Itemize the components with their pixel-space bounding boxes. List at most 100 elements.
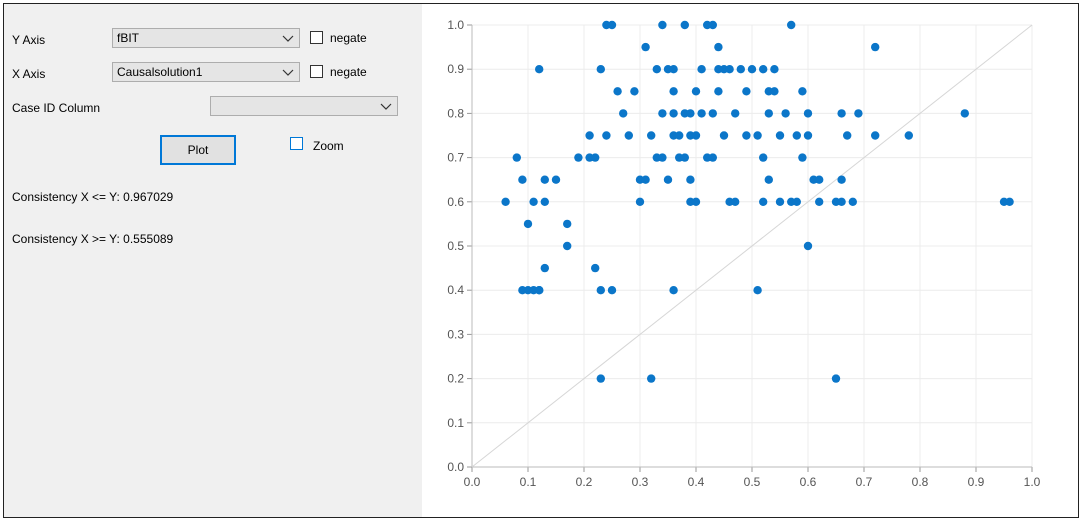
data-point [669, 87, 678, 96]
data-point [775, 131, 785, 140]
data-point [803, 131, 813, 140]
data-point [630, 87, 639, 96]
data-point [770, 65, 779, 74]
data-point [535, 65, 544, 74]
data-point [714, 87, 723, 96]
data-point [512, 153, 521, 162]
data-point [647, 374, 656, 383]
data-point [854, 109, 863, 118]
y-tick-label: 0.3 [447, 327, 464, 341]
data-point [815, 197, 824, 206]
data-point [658, 153, 667, 162]
case-id-select[interactable] [210, 96, 398, 116]
data-point [675, 131, 684, 140]
x-negate-label: negate [330, 65, 367, 79]
data-point [691, 131, 701, 140]
data-point [798, 87, 807, 96]
data-point [686, 109, 695, 118]
y-tick-label: 0.9 [447, 62, 464, 76]
x-tick-label: 0.5 [744, 475, 761, 489]
x-axis-value: Causalsolution1 [117, 65, 203, 79]
zoom-label: Zoom [313, 139, 344, 153]
data-point [736, 65, 745, 74]
data-point [669, 65, 678, 74]
data-point [607, 286, 617, 295]
chevron-down-icon [380, 103, 392, 110]
scatter-chart-panel: 0.0 0.1 0.2 0.3 0.4 0.5 0.6 0.7 0.8 0.9 1.0 0.0 0.1 0… [422, 4, 1078, 517]
data-point [607, 20, 617, 30]
data-point [591, 153, 600, 162]
data-point [708, 20, 717, 30]
diagonal-reference [471, 24, 1033, 468]
data-point [658, 109, 667, 118]
data-point [831, 374, 841, 383]
zoom-checkbox[interactable] [290, 137, 303, 150]
y-negate-label: negate [330, 31, 367, 45]
data-point [669, 109, 678, 118]
x-tick-label: 0.1 [520, 475, 537, 489]
data-point [563, 241, 572, 251]
data-point [759, 197, 768, 206]
data-point [691, 87, 701, 96]
chart-axes: 0.0 0.1 0.2 0.3 0.4 0.5 0.6 0.7 0.8 0.9 1.0 0.0 0.1 0… [447, 18, 1040, 489]
y-axis-select[interactable]: fBIT [112, 28, 300, 48]
x-axis-select[interactable]: Causalsolution1 [112, 62, 300, 82]
data-point [540, 197, 549, 206]
data-point [731, 197, 740, 206]
data-point [843, 131, 852, 140]
data-point [518, 175, 527, 184]
data-point [792, 197, 801, 206]
y-tick-label: 0.8 [447, 106, 464, 120]
x-tick-label: 0.6 [800, 475, 817, 489]
data-point [742, 131, 751, 140]
data-point [759, 153, 768, 162]
control-panel: Y Axis fBIT negate X Axis Causalsolution… [4, 4, 422, 517]
data-point [663, 175, 673, 184]
data-point [641, 175, 650, 184]
data-point [585, 131, 594, 140]
data-point [635, 197, 645, 206]
data-point [770, 87, 779, 96]
x-tick-label: 0.9 [968, 475, 985, 489]
data-point [837, 197, 846, 206]
data-point [680, 20, 689, 30]
data-point [596, 286, 605, 295]
data-point [815, 175, 824, 184]
scatter-chart: 0.0 0.1 0.2 0.3 0.4 0.5 0.6 0.7 0.8 0.9 1.0 0.0 0.1 0… [447, 18, 1040, 489]
diagonal-line [471, 24, 1033, 468]
data-point [540, 175, 549, 184]
data-point [708, 153, 717, 162]
x-tick-label: 0.0 [464, 475, 481, 489]
plot-button[interactable]: Plot [160, 135, 236, 165]
data-point [624, 131, 633, 140]
y-tick-label: 0.7 [447, 151, 464, 165]
data-point [1005, 197, 1014, 206]
data-point [501, 197, 510, 206]
data-point [759, 65, 768, 74]
data-point [647, 131, 656, 140]
y-tick-label: 0.6 [447, 195, 464, 209]
data-point [725, 65, 734, 74]
y-tick-label: 0.2 [447, 372, 464, 386]
y-negate-checkbox[interactable] [310, 31, 323, 44]
x-tick-label: 0.8 [912, 475, 929, 489]
x-negate-checkbox[interactable] [310, 65, 323, 78]
chart-points [501, 20, 1014, 383]
data-point [764, 109, 773, 118]
data-point [523, 219, 533, 229]
data-point [535, 286, 544, 295]
data-point [697, 109, 706, 118]
data-point [753, 286, 762, 295]
data-point [731, 109, 740, 118]
data-point [602, 131, 611, 140]
data-point [686, 175, 695, 184]
data-point [792, 131, 801, 140]
data-point [551, 175, 561, 184]
data-point [781, 109, 790, 118]
data-point [563, 219, 572, 229]
data-point [742, 87, 751, 96]
y-tick-label: 1.0 [447, 18, 464, 32]
data-point [764, 175, 773, 184]
x-axis-label: X Axis [12, 67, 46, 81]
data-point [960, 109, 969, 118]
